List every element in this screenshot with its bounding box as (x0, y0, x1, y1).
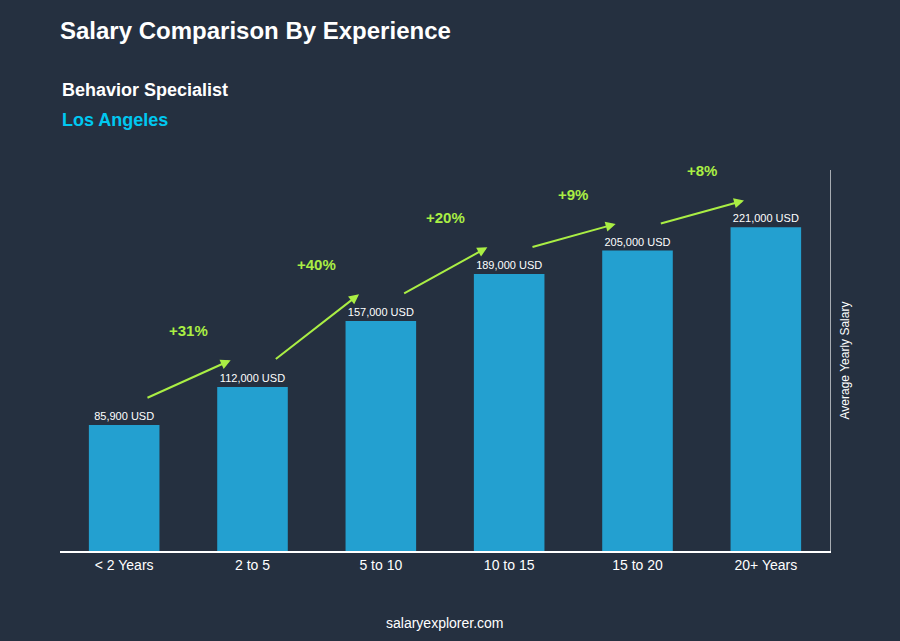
svg-text:+8%: +8% (687, 162, 717, 179)
svg-text:20+ Years: 20+ Years (734, 557, 797, 573)
svg-text:< 2 Years: < 2 Years (95, 557, 154, 573)
svg-text:+20%: +20% (426, 209, 465, 226)
svg-text:85,900 USD: 85,900 USD (94, 410, 154, 422)
svg-text:salaryexplorer.com: salaryexplorer.com (386, 615, 504, 631)
svg-text:189,000 USD: 189,000 USD (476, 259, 542, 271)
svg-text:+31%: +31% (169, 322, 208, 339)
svg-text:Average Yearly Salary: Average Yearly Salary (838, 302, 852, 420)
svg-text:205,000 USD: 205,000 USD (604, 236, 670, 248)
svg-text:Behavior Specialist: Behavior Specialist (62, 80, 228, 100)
svg-text:+40%: +40% (297, 256, 336, 273)
svg-text:157,000 USD: 157,000 USD (348, 306, 414, 318)
svg-text:+9%: +9% (558, 186, 588, 203)
svg-text:112,000 USD: 112,000 USD (220, 372, 285, 384)
svg-text:Salary Comparison By Experienc: Salary Comparison By Experience (60, 17, 451, 44)
svg-text:5 to 10: 5 to 10 (359, 557, 402, 573)
svg-text:2 to 5: 2 to 5 (235, 557, 270, 573)
svg-text:221,000 USD: 221,000 USD (733, 212, 799, 224)
svg-text:10 to 15: 10 to 15 (484, 557, 535, 573)
svg-text:Los Angeles: Los Angeles (62, 110, 168, 130)
svg-text:15 to 20: 15 to 20 (612, 557, 663, 573)
